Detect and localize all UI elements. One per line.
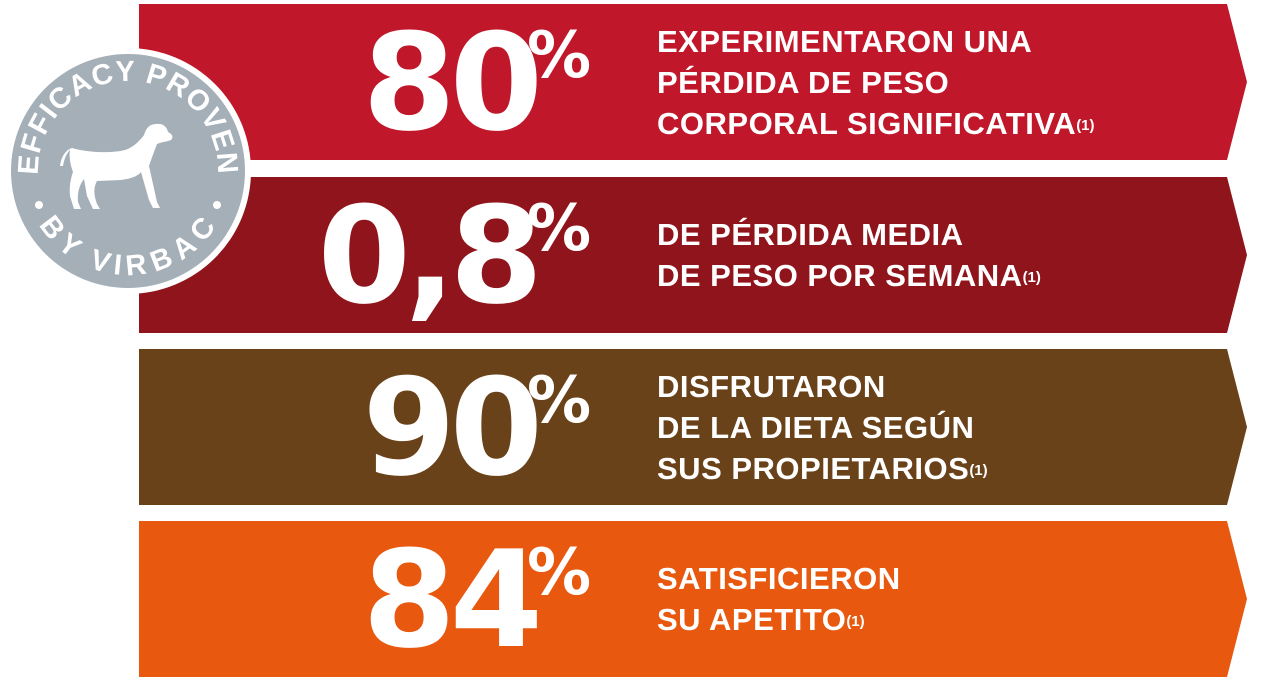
stat-line-last: SUS PROPIETARIOS(1) <box>657 448 1217 489</box>
efficacy-badge: EFFICACY PROVEN BY VIRBAC <box>5 48 251 294</box>
stat-description: EXPERIMENTARON UNA PÉRDIDA DE PESO CORPO… <box>657 4 1217 160</box>
stat-band-satiety: 84 % SATISFICIERON SU APETITO(1) <box>139 521 1247 677</box>
stat-line-last: CORPORAL SIGNIFICATIVA(1) <box>657 103 1217 144</box>
footnote-ref: (1) <box>1022 269 1041 286</box>
stat-band-weight-loss: 80 % EXPERIMENTARON UNA PÉRDIDA DE PESO … <box>139 4 1247 160</box>
footnote-ref: (1) <box>1076 116 1095 134</box>
stat-line: PÉRDIDA DE PESO <box>657 64 950 100</box>
stat-value: 0,8 <box>317 178 543 334</box>
stat-description: SATISFICIERON SU APETITO(1) <box>657 521 1217 677</box>
stat-band-weekly-loss: 0,8 % DE PÉRDIDA MEDIA DE PESO POR SEMAN… <box>139 177 1247 333</box>
footnote-ref: (1) <box>969 461 988 479</box>
stat-value: 90 <box>362 350 544 506</box>
stat-line-last: DE PESO POR SEMANA(1) <box>657 255 1217 296</box>
stat-line: DE PÉRDIDA MEDIA <box>657 217 964 252</box>
dog-icon <box>60 123 173 209</box>
stat-band-enjoyed-diet: 90 % DISFRUTARON DE LA DIETA SEGÚN SUS P… <box>139 349 1247 505</box>
stat-line: DISFRUTARON <box>657 368 886 404</box>
footnote-ref: (1) <box>846 613 865 630</box>
badge-dot-right <box>213 201 221 209</box>
stat-description: DISFRUTARON DE LA DIETA SEGÚN SUS PROPIE… <box>657 349 1217 505</box>
stat-line: EXPERIMENTARON UNA <box>657 23 1033 59</box>
stat-line: SATISFICIERON <box>657 561 901 596</box>
stat-line-text: SU APETITO <box>657 602 847 637</box>
stat-line-text: CORPORAL SIGNIFICATIVA <box>657 105 1077 141</box>
stat-line-text: SUS PROPIETARIOS <box>657 450 970 486</box>
stat-line: DE LA DIETA SEGÚN <box>657 409 975 445</box>
percent-symbol: % <box>527 536 592 610</box>
stat-line-text: DE PESO POR SEMANA <box>657 258 1023 293</box>
badge-dot-left <box>35 201 43 209</box>
stat-value: 80 <box>362 5 544 161</box>
percent-symbol: % <box>527 19 592 93</box>
stat-line-last: SU APETITO(1) <box>657 599 1217 640</box>
stat-value: 84 <box>362 522 544 678</box>
stat-description: DE PÉRDIDA MEDIA DE PESO POR SEMANA(1) <box>657 177 1217 333</box>
percent-symbol: % <box>527 192 592 266</box>
percent-symbol: % <box>527 364 592 438</box>
